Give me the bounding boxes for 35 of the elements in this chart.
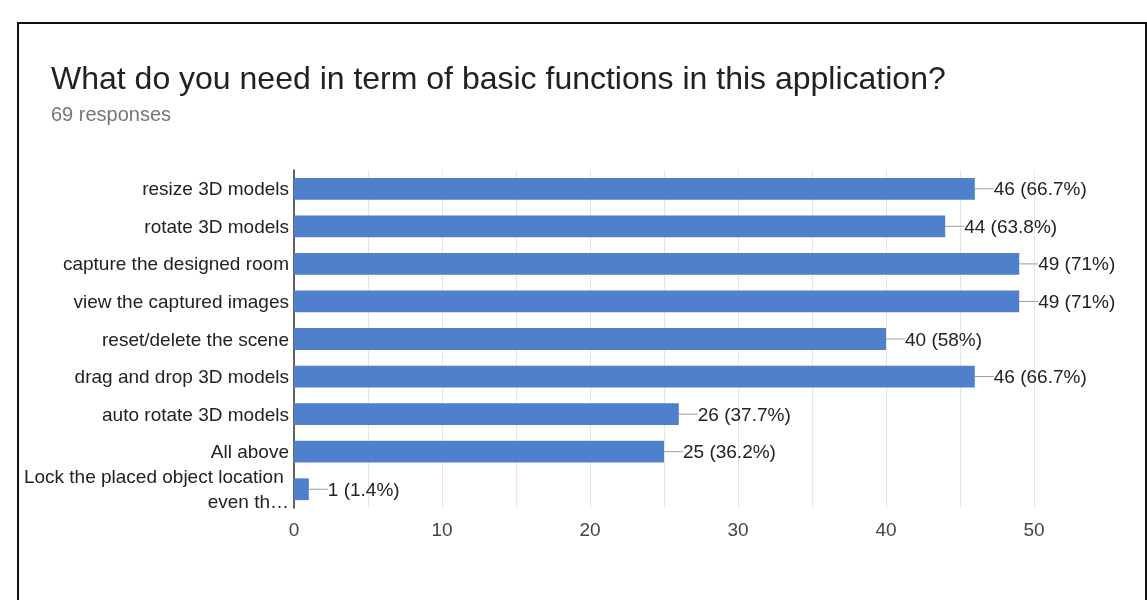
data-label: 46 (66.7%) [993, 366, 1087, 388]
bar [294, 403, 679, 425]
bar [294, 328, 886, 350]
data-label: 1 (1.4%) [327, 478, 400, 500]
x-tick-label: 30 [727, 519, 749, 540]
bar [294, 478, 309, 501]
y-tick-label: rotate 3D models [144, 215, 289, 237]
y-tick-label: resize 3D models [142, 178, 289, 200]
data-label: 44 (63.8%) [964, 215, 1058, 237]
x-tick-label: 20 [579, 519, 601, 540]
bar [294, 365, 975, 388]
x-tick-label: 10 [431, 519, 453, 540]
chart-title: What do you need in term of basic functions in this application? [51, 60, 946, 96]
x-tick-label: 0 [288, 519, 300, 540]
bar [294, 177, 975, 200]
data-label: 46 (66.7%) [993, 178, 1087, 200]
bar [294, 440, 664, 463]
data-label: 49 (71%) [1038, 290, 1116, 312]
data-label: 49 (71%) [1038, 253, 1116, 275]
x-tick-label: 40 [875, 519, 897, 540]
text: 69 responses [51, 103, 172, 125]
y-tick-label: reset/delete the scene [102, 328, 289, 350]
y-tick-label: capture the designed room [62, 253, 289, 275]
y-tick-label: All above [210, 441, 289, 463]
data-label: 26 (37.7%) [697, 403, 791, 425]
x-tick-label: 50 [1023, 519, 1045, 540]
y-tick-label: drag and drop 3D models [74, 366, 289, 388]
bar [294, 253, 1020, 275]
data-label: 40 (58%) [905, 328, 983, 350]
y-tick-label: Lock the placed object location even th… [23, 466, 289, 513]
bar [294, 290, 1020, 313]
y-tick-label: view the captured images [73, 290, 289, 312]
data-label: 25 (36.2%) [683, 441, 776, 463]
y-tick-label: auto rotate 3D models [102, 403, 289, 425]
bar [294, 215, 946, 238]
